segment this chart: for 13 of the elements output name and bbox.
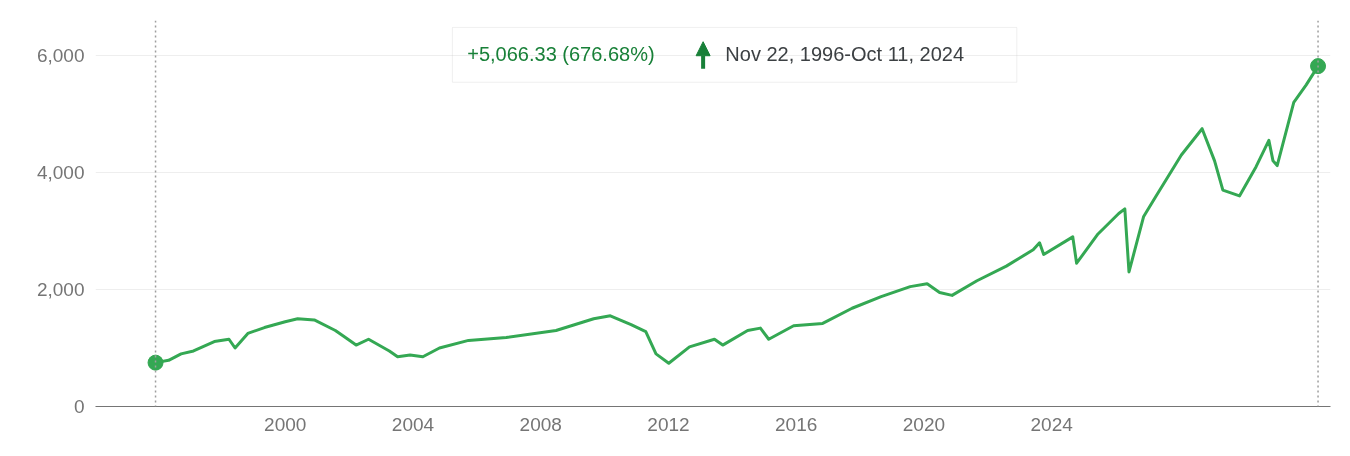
y-tick-label: 4,000 (36, 162, 85, 184)
x-tick-label: 2024 (1030, 413, 1074, 435)
y-tick-label: 6,000 (36, 45, 85, 67)
x-tick-label: 2012 (647, 413, 690, 435)
x-tick-label: 2004 (391, 413, 435, 435)
x-tick-label: 2020 (902, 413, 946, 435)
x-tick-label: 2000 (264, 413, 307, 435)
x-tick-label: 2016 (775, 413, 818, 435)
x-tick-label: 2008 (519, 413, 562, 435)
y-tick-label: 0 (73, 396, 85, 417)
y-tick-label: 2,000 (36, 279, 85, 301)
annotation: Nov 22, 1996-Oct 11, 2024 (725, 43, 965, 66)
annotation: +5,066.33 (676.68%) (467, 43, 655, 66)
